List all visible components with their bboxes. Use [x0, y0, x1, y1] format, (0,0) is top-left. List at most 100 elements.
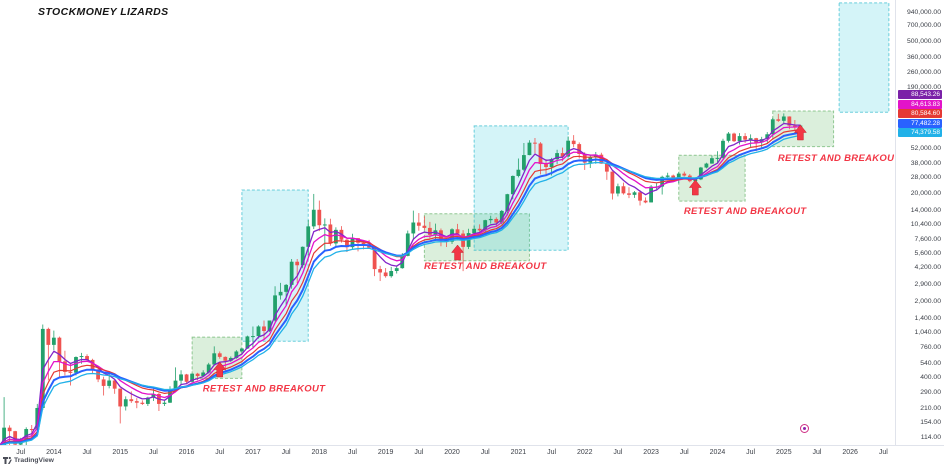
breakout-arrow[interactable]	[689, 180, 701, 195]
time-tick-label: 2025	[776, 449, 792, 456]
candle-body	[411, 223, 415, 234]
breakout-arrow[interactable]	[794, 125, 806, 140]
time-tick-label: 2023	[643, 449, 659, 456]
candle-body	[218, 353, 222, 357]
watermark-title: STOCKMONEY LIZARDS	[38, 6, 169, 18]
candle-body	[80, 356, 84, 357]
candle-body	[666, 176, 670, 177]
candle-body	[787, 116, 791, 125]
price-tick-label: 1,400.00	[914, 315, 941, 323]
candle-body	[721, 141, 725, 158]
ema-line	[0, 135, 800, 445]
candle-body	[782, 116, 786, 120]
candle-body	[373, 248, 377, 269]
candle-body	[69, 372, 73, 373]
candle-body	[207, 364, 211, 372]
candle-body	[268, 321, 272, 332]
candle-body	[323, 224, 327, 225]
candle-body	[2, 428, 6, 445]
retest-annotation[interactable]: RETEST AND BREAKOUT	[778, 153, 895, 164]
candle-body	[46, 329, 50, 345]
price-tick-label: 190,000.00	[906, 83, 941, 91]
candle-body	[345, 240, 349, 247]
time-tick-label: Jul	[281, 449, 291, 456]
price-tick-label: 38,000.00	[910, 159, 941, 167]
candle-body	[771, 119, 775, 134]
candle-body	[395, 268, 399, 271]
candle-body	[273, 295, 277, 320]
price-tick-label: 20,000.00	[910, 189, 941, 197]
candle-body	[163, 403, 167, 404]
candle-body	[483, 220, 487, 230]
candle-body	[738, 136, 742, 141]
candle-body	[185, 374, 189, 381]
retest-annotation[interactable]: RETEST AND BREAKOUT	[424, 261, 547, 272]
time-tick-label: Jul	[679, 449, 689, 456]
candle-body	[677, 174, 681, 179]
candle-body	[251, 336, 255, 337]
price-tick-label: 2,900.00	[914, 280, 941, 288]
candle-body	[8, 428, 12, 432]
cyan-highlight-box[interactable]	[839, 3, 889, 112]
candle-body	[234, 351, 238, 357]
candle-body	[229, 358, 233, 361]
price-tick-label: 52,000.00	[910, 144, 941, 152]
candle-body	[594, 155, 598, 157]
candle-body	[196, 374, 200, 376]
time-tick-label: Jul	[878, 449, 888, 456]
candle-body	[516, 170, 520, 176]
candle-body	[533, 143, 537, 144]
candle-body	[174, 381, 178, 390]
candle-body	[505, 194, 509, 211]
candle-body	[793, 126, 797, 127]
candle-body	[107, 381, 111, 386]
candle-body	[212, 353, 216, 364]
candle-body	[765, 134, 769, 139]
price-tick-label: 114.00	[920, 433, 941, 441]
candle-body	[710, 158, 714, 163]
candle-body	[257, 326, 261, 336]
candle-body	[566, 141, 570, 157]
price-axis[interactable]: 940,000.00 700,000.00 500,000.00 360,000.00…	[895, 0, 944, 445]
candle-body	[129, 399, 133, 401]
candle-body	[472, 229, 476, 233]
breakout-arrow[interactable]	[452, 245, 464, 260]
price-tick-label: 14,000.00	[910, 206, 941, 214]
time-tick-label: 2019	[377, 449, 394, 456]
event-marker-icon[interactable]	[800, 424, 809, 433]
candle-body	[511, 176, 515, 194]
tradingview-logo[interactable]: TradingView	[3, 456, 54, 465]
price-chart[interactable]: RETEST AND BREAKOUT RETEST AND BREAKOUT RE…	[0, 0, 895, 445]
time-tick-label: Jul	[148, 449, 158, 456]
chart-canvas[interactable]: RETEST AND BREAKOUT RETEST AND BREAKOUT RE…	[0, 0, 895, 445]
candle-body	[240, 349, 244, 352]
candle-body	[422, 226, 426, 228]
time-tick-label: Jul	[613, 449, 623, 456]
candle-body	[152, 394, 156, 398]
candle-body	[539, 143, 543, 164]
candle-body	[13, 431, 17, 444]
price-tick-label: 760.00	[920, 344, 941, 352]
candle-body	[356, 238, 360, 243]
candle-body	[262, 326, 266, 331]
retest-annotation[interactable]: RETEST AND BREAKOUT	[203, 383, 326, 394]
retest-annotation[interactable]: RETEST AND BREAKOUT	[684, 206, 807, 217]
candle-body	[577, 144, 581, 154]
candle-body	[649, 187, 653, 203]
candle-body	[732, 134, 736, 142]
candle-body	[478, 229, 482, 231]
candle-body	[124, 399, 128, 406]
time-tick-label: 2026	[842, 449, 858, 456]
time-tick-label: 2022	[576, 449, 593, 456]
ema-price-label: 84,613.83	[898, 99, 942, 109]
candle-body	[716, 158, 720, 159]
candle-body	[555, 153, 559, 159]
time-tick-label: Jul	[82, 449, 92, 456]
candle-body	[74, 357, 78, 373]
time-tick-label: Jul	[746, 449, 756, 456]
candle-body	[328, 224, 332, 243]
time-axis[interactable]: Jul 2014 Jul 2015 Jul 2016 Jul 2017 Jul 2018 Jul 20…	[0, 445, 944, 468]
breakout-arrow[interactable]	[214, 362, 226, 377]
candle-body	[246, 336, 250, 348]
